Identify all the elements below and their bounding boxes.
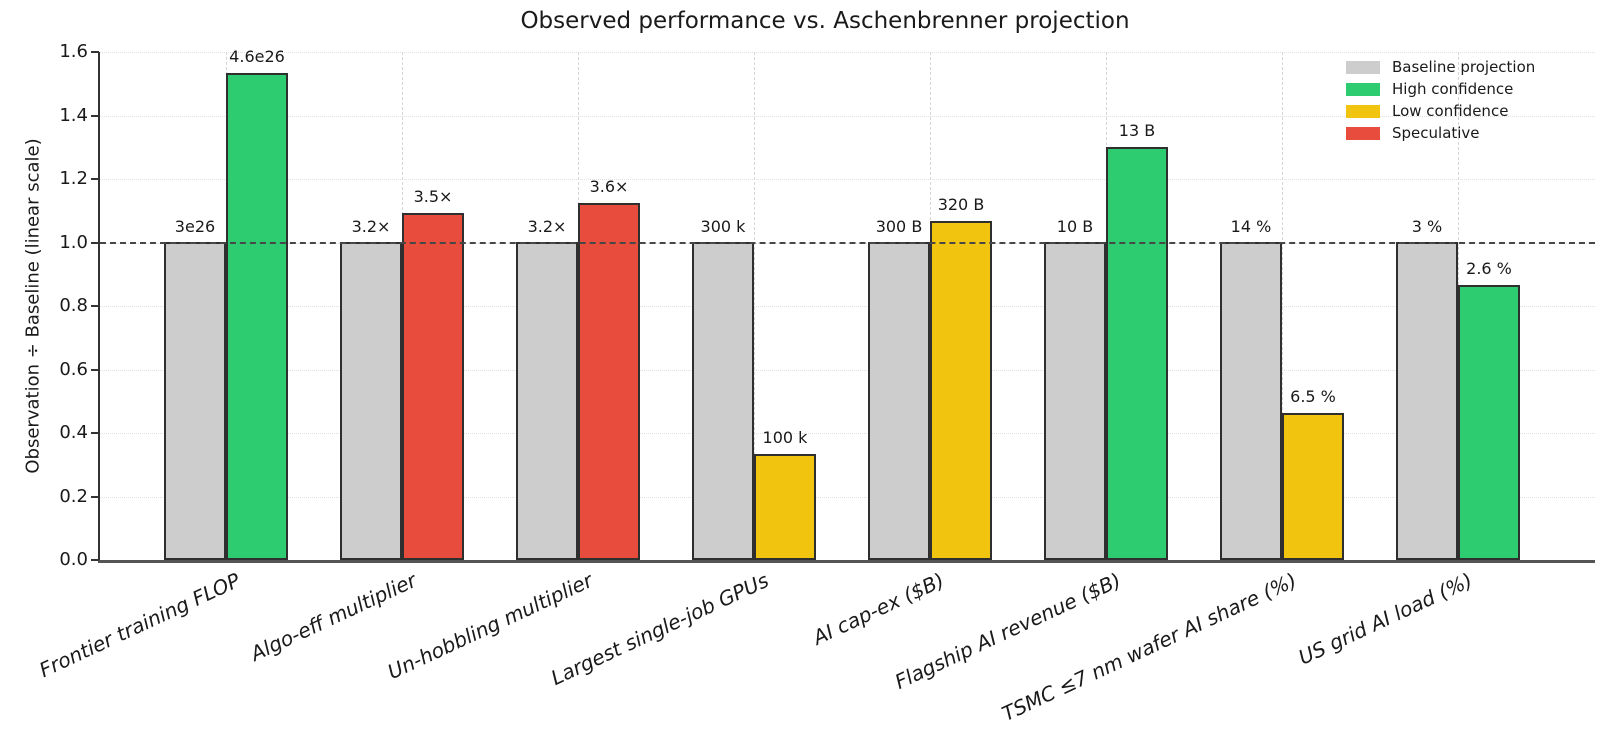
y-tick-label: 0.2 [59,485,88,507]
x-tick-label: AI cap-ex ($B) [809,568,949,650]
y-tick-mark [91,559,99,561]
bar-observed [930,221,992,560]
legend-item: Baseline projection [1346,58,1536,76]
bar-observed [578,203,640,560]
legend-label: Speculative [1392,124,1480,142]
bar-value-label: 4.6e26 [229,47,285,67]
legend: Baseline projection High confidence Low co… [1346,58,1536,148]
bar-value-label: 320 B [937,195,985,215]
h-gridline [100,369,1595,371]
bar-observed [1282,413,1344,560]
bar-value-label: 3.5× [413,186,453,206]
x-tick-label: Algo-eff multiplier [246,568,421,666]
bar-observed [1458,285,1520,560]
y-tick-label: 0.6 [59,358,88,380]
bar-baseline [516,242,578,560]
bar-value-label: 3.2× [527,216,567,236]
bar-value-label: 3 % [1411,216,1443,236]
legend-swatch [1346,104,1380,118]
x-axis-spine [98,560,1595,563]
x-tick-label: US grid AI load (%) [1294,568,1477,670]
x-tick-label: Frontier training FLOP [35,568,245,683]
bar-value-label: 13 B [1118,121,1156,141]
legend-label: Baseline projection [1392,58,1536,76]
bar-value-label: 6.5 % [1290,386,1336,406]
bar-baseline [1044,242,1106,560]
bar-observed [754,454,816,560]
y-tick-mark [91,114,99,117]
h-gridline [100,496,1595,498]
y-tick-label: 0.4 [59,422,88,443]
bar-value-label: 3e26 [174,216,216,236]
x-tick-label: TSMC ≤7 nm wafer AI share (%) [998,568,1301,726]
bar-value-label: 300 k [700,216,746,236]
bar-observed [226,73,288,560]
bar-baseline [692,242,754,560]
bar-observed [402,213,464,560]
h-gridline [100,433,1595,434]
bar-baseline [164,242,226,560]
y-tick-mark [91,178,99,180]
y-tick-label: 1.0 [59,231,88,253]
bar-baseline [1396,242,1458,560]
y-tick-mark [91,432,99,434]
legend-label: High confidence [1392,80,1514,98]
bar-value-label: 300 B [875,216,923,236]
h-gridline [100,179,1595,180]
chart-title: Observed performance vs. Aschenbrenner p… [520,8,1130,34]
bar-baseline [1220,242,1282,560]
y-tick-label: 1.6 [59,41,88,62]
bar-baseline [340,242,402,560]
y-tick-label: 1.2 [59,168,88,189]
y-tick-mark [91,495,99,498]
y-tick-mark [91,305,99,307]
y-tick-label: 0.0 [59,549,88,570]
legend-swatch [1346,60,1380,74]
plot-area: 3e26 4.6e26 3.2× 3.5× 3.2× 3.6× 300 k 100 k 300 … [100,47,1595,560]
legend-label: Low confidence [1392,102,1509,120]
y-axis-spine [98,52,100,562]
bar-value-label: 14 % [1230,216,1272,236]
h-gridline [100,306,1595,307]
legend-swatch [1346,126,1380,140]
y-tick-mark [91,368,99,371]
bar-value-label: 100 k [762,428,808,448]
h-gridline [100,52,1595,53]
bar-observed [1106,147,1168,560]
legend-item: Low confidence [1346,102,1535,120]
legend-swatch [1346,82,1380,96]
bar-baseline [868,242,930,560]
legend-item: Speculative [1346,124,1535,142]
y-tick-label: 0.8 [59,295,88,316]
y-tick-mark [91,51,99,53]
baseline-reference-line [100,241,1595,244]
y-tick-label: 1.4 [59,104,88,126]
bar-value-label: 3.6× [589,176,629,196]
bar-value-label: 2.6 % [1466,258,1512,278]
bar-value-label: 3.2× [351,216,391,236]
bar-value-label: 10 B [1056,216,1094,236]
legend-item: High confidence [1346,80,1535,98]
y-tick-mark [91,241,99,244]
